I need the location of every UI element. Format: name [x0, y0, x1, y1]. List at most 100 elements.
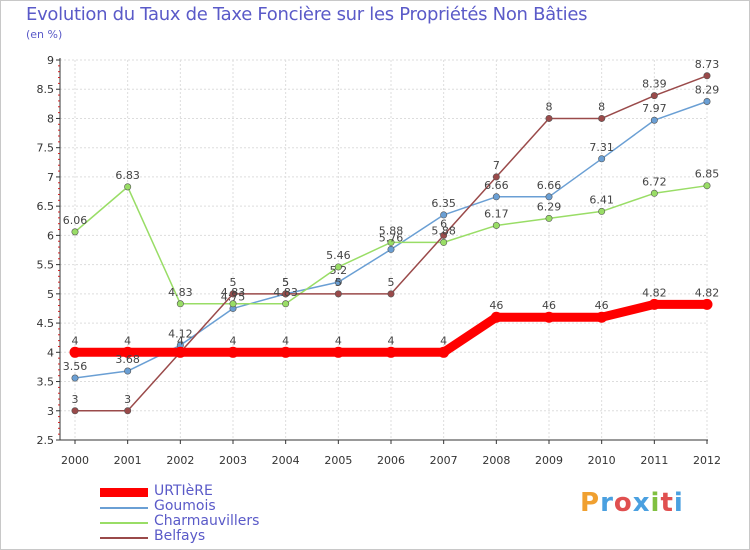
y-tick-label: 7 — [47, 171, 54, 184]
data-label-charmauvillers: 5.88 — [379, 224, 404, 237]
x-tick-label: 2002 — [166, 454, 194, 467]
data-label-charmauvillers: 6.41 — [589, 193, 614, 206]
data-point-charmauvillers — [492, 221, 500, 229]
x-tick-label: 2011 — [640, 454, 668, 467]
y-tick-label: 2.5 — [37, 434, 55, 447]
data-point-goumois — [71, 374, 79, 382]
data-label-urti-re: 46 — [542, 299, 556, 312]
data-point-charmauvillers — [124, 183, 132, 191]
data-label-urti-re: 46 — [595, 299, 609, 312]
data-point-goumois — [598, 155, 606, 163]
data-label-charmauvillers: 5.46 — [326, 249, 351, 262]
data-label-belfays: 5 — [230, 276, 237, 289]
y-tick-label: 7.5 — [37, 142, 55, 155]
data-point-belfays — [545, 114, 553, 122]
y-tick-label: 5 — [47, 288, 54, 301]
data-point-charmauvillers — [282, 300, 290, 308]
data-label-charmauvillers: 4.83 — [273, 286, 298, 299]
data-point-charmauvillers — [703, 182, 711, 190]
data-label-charmauvillers: 6.06 — [63, 214, 88, 227]
data-point-charmauvillers — [598, 207, 606, 215]
data-point-charmauvillers — [387, 238, 395, 246]
y-tick-label: 9 — [47, 54, 54, 67]
data-label-charmauvillers: 6.17 — [484, 207, 509, 220]
logo-letter: o — [613, 488, 633, 518]
data-point-belfays — [440, 231, 448, 239]
data-label-urti-re: 4.82 — [695, 286, 720, 299]
legend-label: Belfays — [154, 528, 206, 544]
data-label-urti-re: 4 — [230, 334, 237, 347]
x-tick-label: 2009 — [535, 454, 563, 467]
data-label-goumois: 6.66 — [484, 179, 509, 192]
data-point-goumois — [334, 278, 342, 286]
data-point-goumois — [124, 367, 132, 375]
data-point-belfays — [282, 290, 290, 298]
data-point-urti-re — [438, 346, 450, 358]
data-label-urti-re: 4 — [72, 334, 79, 347]
plot-area — [60, 60, 708, 440]
legend-swatch — [100, 507, 148, 509]
y-tick-label: 3 — [47, 405, 54, 418]
data-label-urti-re: 4 — [282, 334, 289, 347]
data-label-belfays: 5 — [282, 276, 289, 289]
data-label-goumois: 3.68 — [115, 353, 140, 366]
legend-swatch — [100, 537, 148, 539]
data-label-belfays: 8 — [598, 100, 605, 113]
data-point-goumois — [545, 193, 553, 201]
data-point-goumois — [440, 211, 448, 219]
data-point-belfays — [598, 114, 606, 122]
data-point-urti-re — [543, 311, 555, 323]
data-label-belfays: 5 — [335, 276, 342, 289]
data-label-charmauvillers: 6.29 — [537, 200, 562, 213]
y-tick-label: 6 — [47, 229, 54, 242]
legend-label: URTIèRE — [154, 483, 213, 499]
x-tick-label: 2004 — [272, 454, 300, 467]
x-tick-label: 2012 — [693, 454, 721, 467]
data-label-urti-re: 4 — [335, 334, 342, 347]
data-label-charmauvillers: 4.83 — [221, 286, 246, 299]
x-tick-label: 2001 — [114, 454, 142, 467]
data-label-urti-re: 4.82 — [642, 286, 667, 299]
data-point-urti-re — [122, 346, 134, 358]
data-point-urti-re — [69, 346, 81, 358]
data-point-charmauvillers — [176, 300, 184, 308]
x-tick-label: 2007 — [430, 454, 458, 467]
data-point-belfays — [492, 173, 500, 181]
chart-unit-label: (en %) — [26, 28, 63, 41]
data-label-charmauvillers: 6.72 — [642, 175, 667, 188]
logo-letter: x — [632, 488, 651, 518]
x-tick-label: 2010 — [588, 454, 616, 467]
data-label-urti-re: 46 — [489, 299, 503, 312]
y-tick-label: 8 — [47, 112, 54, 125]
data-label-belfays: 3 — [72, 393, 79, 406]
y-tick-label: 5.5 — [37, 259, 55, 272]
x-tick-label: 2005 — [324, 454, 352, 467]
data-label-goumois: 7.31 — [589, 141, 614, 154]
data-point-charmauvillers — [71, 228, 79, 236]
data-point-goumois — [703, 98, 711, 106]
proxiti-logo: Proxiti — [580, 488, 684, 518]
data-point-charmauvillers — [650, 189, 658, 197]
data-label-belfays: 8 — [546, 100, 553, 113]
data-point-belfays — [334, 290, 342, 298]
data-label-goumois: 4.12 — [168, 327, 193, 340]
logo-letter: i — [673, 488, 684, 518]
data-point-urti-re — [385, 346, 397, 358]
data-point-urti-re — [701, 298, 713, 310]
data-label-belfays: 5 — [388, 276, 395, 289]
data-label-charmauvillers: 6.85 — [695, 168, 720, 181]
data-point-urti-re — [227, 346, 239, 358]
x-tick-label: 2000 — [61, 454, 89, 467]
logo-letter: r — [600, 488, 614, 518]
data-label-belfays: 8.73 — [695, 58, 720, 71]
data-point-urti-re — [332, 346, 344, 358]
y-tick-label: 3.5 — [37, 376, 55, 389]
data-label-urti-re: 4 — [124, 334, 131, 347]
data-label-belfays: 8.39 — [642, 78, 667, 91]
data-label-belfays: 3 — [124, 393, 131, 406]
legend-swatch — [100, 488, 148, 497]
data-label-goumois: 8.29 — [695, 84, 720, 97]
data-label-urti-re: 4 — [440, 334, 447, 347]
y-tick-label: 6.5 — [37, 200, 55, 213]
data-point-belfays — [650, 92, 658, 100]
